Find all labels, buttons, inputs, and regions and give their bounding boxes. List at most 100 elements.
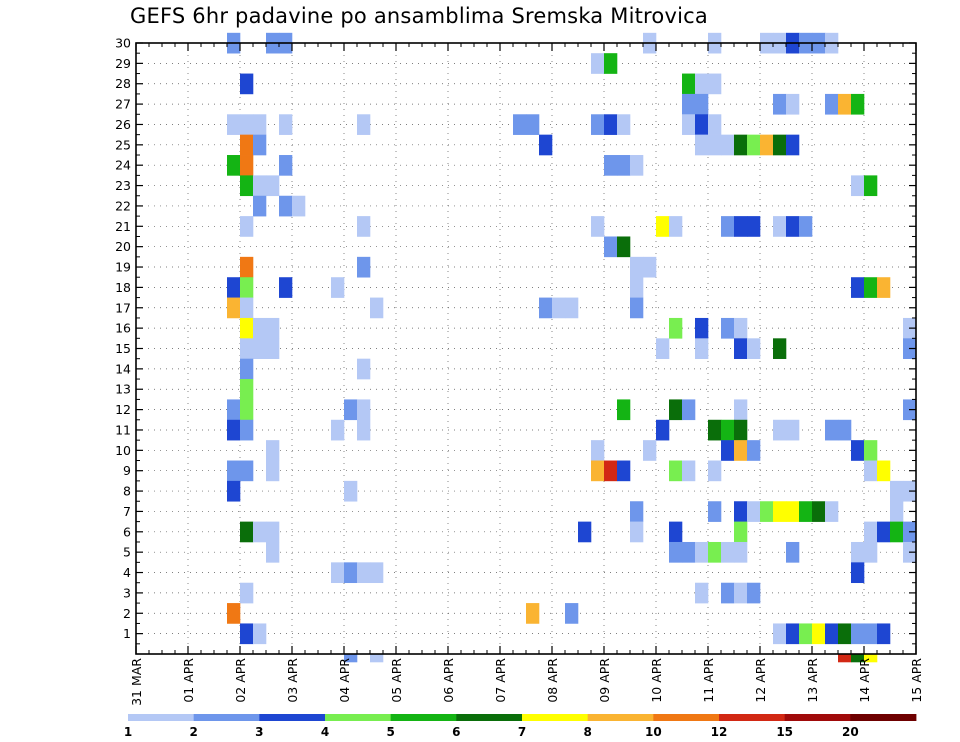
y-tick-label: 1 (123, 626, 131, 641)
heatmap-cell (747, 134, 761, 156)
heatmap-cell (617, 460, 631, 482)
x-tick-label: 13 APR (805, 658, 820, 703)
heatmap-cell (669, 541, 683, 563)
y-tick-label: 25 (115, 137, 131, 152)
heatmap-cell (799, 623, 813, 645)
heatmap-cell (825, 419, 839, 441)
heatmap-cell (331, 277, 345, 298)
colorbar-label: 5 (386, 725, 394, 739)
x-tick-label: 02 APR (233, 658, 248, 703)
heatmap-cell (851, 175, 865, 197)
heatmap-cell (253, 521, 267, 543)
heatmap-cell (526, 603, 540, 624)
heatmap-cell (240, 297, 254, 319)
heatmap-cell (253, 623, 267, 645)
heatmap-cell (552, 297, 566, 319)
x-tick-label: 04 APR (337, 658, 352, 703)
heatmap-cell (227, 114, 241, 135)
heatmap-cell (643, 440, 657, 461)
heatmap-cell (565, 603, 579, 624)
heatmap-cell (682, 93, 696, 115)
y-tick-label: 9 (123, 463, 131, 478)
heatmap-cell (890, 480, 904, 502)
heatmap-cell (227, 155, 241, 176)
heatmap-cell (357, 562, 371, 584)
heatmap-cell (773, 623, 787, 645)
heatmap-cell (240, 358, 254, 380)
heatmap-cell (227, 460, 241, 482)
heatmap-cell (786, 501, 800, 522)
heatmap-cell (773, 134, 787, 156)
colorbar-label: 20 (842, 725, 859, 739)
heatmap-cell (734, 317, 748, 339)
heatmap-cell (890, 501, 904, 522)
heatmap-cell (682, 541, 696, 563)
heatmap-cell (344, 399, 358, 421)
heatmap-cell (695, 317, 709, 339)
heatmap-cell (721, 134, 735, 156)
heatmap-cell (227, 480, 241, 502)
heatmap-cell (825, 623, 839, 645)
heatmap-cell (877, 521, 891, 543)
heatmap-cell (370, 297, 384, 319)
heatmap-cell (357, 399, 371, 421)
heatmap-cell (357, 358, 371, 380)
heatmap-cell (877, 623, 891, 645)
colorbar-swatch (653, 714, 720, 721)
heatmap-cell (669, 216, 683, 237)
heatmap-cell (617, 399, 631, 421)
heatmap-cell (864, 623, 878, 645)
heatmap-cell (357, 114, 371, 135)
heatmap-cell (773, 338, 787, 359)
y-tick-label: 11 (115, 422, 131, 437)
x-tick-label: 11 APR (701, 658, 716, 703)
y-tick-label: 27 (115, 97, 131, 112)
colorbar-swatch (784, 714, 851, 721)
heatmap-cell (578, 521, 592, 543)
y-tick-label: 30 (115, 36, 131, 51)
heatmap-cell (669, 317, 683, 339)
heatmap-cell (786, 419, 800, 441)
heatmap-cell (357, 419, 371, 441)
heatmap-cell (240, 582, 254, 604)
heatmap-cell (591, 216, 605, 237)
heatmap-cell (227, 277, 241, 298)
heatmap-cell (565, 297, 579, 319)
heatmap-cell (851, 440, 865, 461)
heatmap-cell (721, 216, 735, 237)
heatmap-cell (838, 419, 852, 441)
heatmap-cell (747, 501, 761, 522)
heatmap-cell (695, 338, 709, 359)
y-tick-label: 14 (115, 361, 131, 376)
heatmap-cell (526, 114, 540, 135)
heatmap-cell (617, 155, 631, 176)
heatmap-cell (721, 419, 735, 441)
heatmap-cell (734, 216, 748, 237)
heatmap-cell (682, 460, 696, 482)
x-tick-label: 06 APR (441, 658, 456, 703)
colorbar-swatch (325, 714, 392, 721)
heatmap-cell (721, 317, 735, 339)
y-tick-label: 19 (115, 260, 131, 275)
heatmap-cell (630, 256, 644, 278)
heatmap-cell (682, 73, 696, 95)
heatmap-cell (721, 440, 735, 461)
heatmap-cell (708, 419, 722, 441)
heatmap-cell (877, 460, 891, 482)
colorbar-swatch (456, 714, 523, 721)
colorbar-swatch (128, 714, 195, 721)
heatmap-cell (240, 114, 254, 135)
heatmap-cell (240, 419, 254, 441)
heatmap-cell (591, 440, 605, 461)
heatmap-cell (695, 541, 709, 563)
heatmap-cell (864, 541, 878, 563)
x-tick-label: 01 APR (181, 658, 196, 703)
heatmap-cell (240, 399, 254, 421)
x-tick-label: 10 APR (649, 658, 664, 703)
colorbar-label: 8 (583, 725, 591, 739)
heatmap-cell (630, 297, 644, 319)
heatmap-cell (812, 623, 826, 645)
x-tick-label: 05 APR (389, 658, 404, 703)
heatmap-cell (708, 541, 722, 563)
